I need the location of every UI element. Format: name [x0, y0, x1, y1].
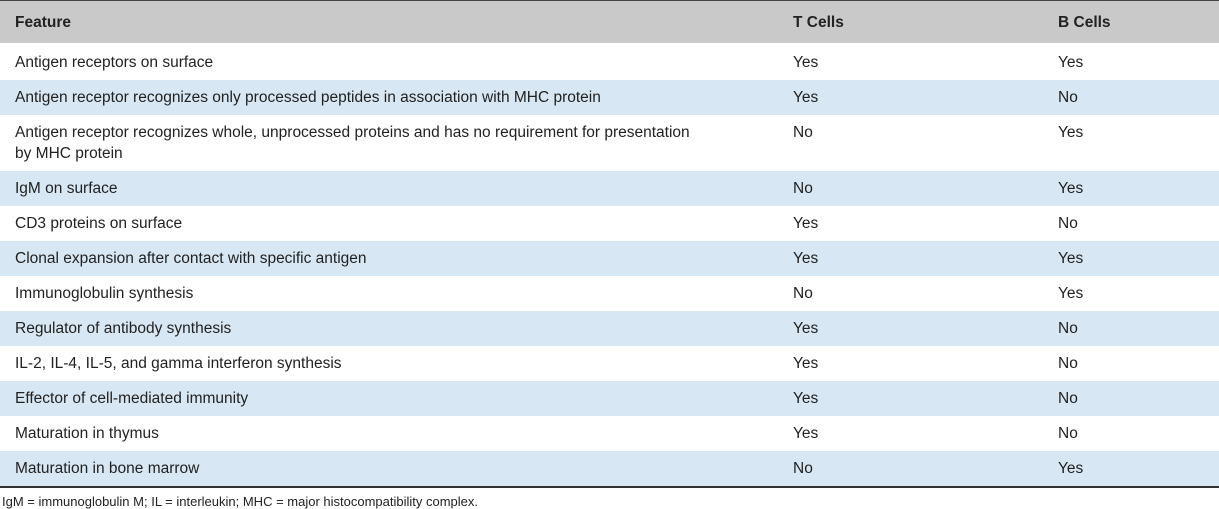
table-row: CD3 proteins on surface Yes No [0, 206, 1219, 241]
table-cell: Immunoglobulin synthesis [15, 285, 194, 302]
table-row: Antigen receptors on surface Yes Yes [0, 44, 1219, 80]
table-cell: No [1041, 381, 1219, 416]
table-cell: Yes [1058, 285, 1084, 302]
table-row: Clonal expansion after contact with spec… [0, 241, 1219, 276]
header-cell: Feature [0, 0, 776, 45]
table-cell: No [793, 124, 813, 141]
table-cell: No [1058, 215, 1078, 232]
table-cell: Clonal expansion after contact with spec… [0, 241, 776, 276]
table-cell: No [776, 171, 1041, 206]
table-cell: Maturation in thymus [15, 425, 159, 442]
table-cell: No [1041, 311, 1219, 346]
table-cell: No [1058, 355, 1078, 372]
table-cell: Yes [776, 80, 1041, 115]
header-row: Feature T Cells B Cells [0, 0, 1219, 45]
table-row: Maturation in thymus Yes No [0, 416, 1219, 451]
table-cell: Yes [1041, 241, 1219, 276]
footnote: IgM = immunoglobulin M; IL = interleukin… [2, 494, 479, 509]
table-cell: Yes [793, 425, 819, 442]
table-cell: Regulator of antibody synthesis [0, 311, 776, 346]
table-cell: Yes [1041, 171, 1219, 206]
header-cell: B Cells [1041, 0, 1219, 45]
table-cell: Yes [793, 215, 819, 232]
table-cell: Yes [1058, 124, 1084, 141]
table-cell: Antigen receptor recognizes whole, unpro… [15, 124, 690, 162]
table-row: Regulator of antibody synthesis Yes No [0, 311, 1219, 346]
table-cell: No [776, 451, 1041, 487]
table-cell: Yes [776, 241, 1041, 276]
table-cell: Yes [776, 381, 1041, 416]
table-row: Maturation in bone marrow No Yes [0, 451, 1219, 487]
table-cell: Yes [793, 355, 819, 372]
table-row: Antigen receptor recognizes whole, unpro… [0, 115, 1219, 171]
table-row: Antigen receptor recognizes only process… [0, 80, 1219, 115]
table-cell: Antigen receptors on surface [15, 54, 214, 71]
table-cell: No [1041, 80, 1219, 115]
feature-table: Feature T Cells B Cells Antigen receptors … [0, 0, 1219, 488]
table-row: Immunoglobulin synthesis No Yes [0, 276, 1219, 311]
table-cell: Yes [776, 311, 1041, 346]
table-cell: Yes [1058, 54, 1084, 71]
table-cell: CD3 proteins on surface [15, 215, 183, 232]
table-cell: Yes [1041, 451, 1219, 487]
table-cell: Yes [793, 54, 819, 71]
table-cell: IL-2, IL-4, IL-5, and gamma interferon s… [15, 355, 342, 372]
table-cell: Effector of cell-mediated immunity [0, 381, 776, 416]
table-row: Effector of cell-mediated immunity Yes No [0, 381, 1219, 416]
table-cell: No [1058, 425, 1078, 442]
table-cell: Maturation in bone marrow [0, 451, 776, 487]
header-cell: T Cells [776, 0, 1041, 45]
table-row: IgM on surface No Yes [0, 171, 1219, 206]
table-cell: Antigen receptor recognizes only process… [0, 80, 776, 115]
table-cell: IgM on surface [0, 171, 776, 206]
table-cell: No [793, 285, 813, 302]
table-row: IL-2, IL-4, IL-5, and gamma interferon s… [0, 346, 1219, 381]
